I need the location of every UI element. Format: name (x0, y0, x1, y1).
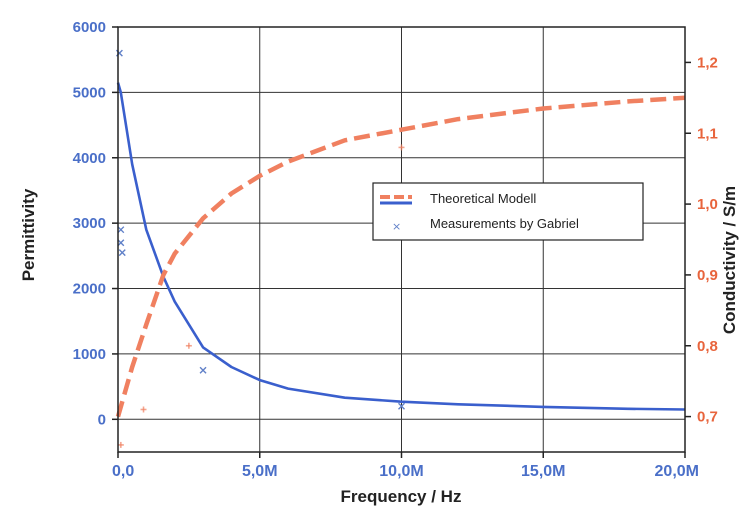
y-axis-right-title: Conductivity / S/m (720, 186, 739, 334)
marker-stroke (118, 249, 126, 257)
x-tick-label: 10,0M (379, 463, 423, 480)
y-axis-left-title: Permittivity (19, 188, 38, 281)
measurement-marker (117, 226, 125, 234)
legend-label-theoretical: Theoretical Modell (430, 191, 536, 206)
y-left-tick-label: 1000 (73, 346, 106, 363)
y-left-tick-label: 2000 (73, 281, 106, 298)
conductivity-marker (398, 144, 405, 151)
ticks: 0,0 5,0M 10,0M 15,0M 20,0M 0 1000 2000 3000 4000 5… (73, 19, 718, 480)
y-right-tick-label: 1,0 (697, 196, 718, 213)
y-left-tick-label: 6000 (73, 19, 106, 36)
conductivity-marker (140, 406, 147, 413)
marker-stroke (117, 239, 125, 247)
measurement-marker (118, 249, 126, 257)
x-tick-label: 0,0 (112, 463, 134, 480)
marker-stroke (117, 226, 125, 234)
conductivity-marker (185, 342, 192, 349)
x-tick-label: 5,0M (242, 463, 278, 480)
y-left-tick-label: 0 (98, 411, 106, 428)
x-axis-title: Frequency / Hz (341, 487, 462, 506)
y-right-tick-label: 1,2 (697, 54, 718, 71)
y-right-tick-label: 0,7 (697, 409, 718, 426)
y-left-tick-label: 5000 (73, 84, 106, 101)
legend-marker-measurements: × (392, 220, 401, 233)
y-right-tick-label: 1,1 (697, 125, 718, 142)
y-right-tick-label: 0,9 (697, 267, 718, 284)
y-left-tick-label: 4000 (73, 150, 106, 167)
measurement-marker (117, 239, 125, 247)
measurement-marker (398, 402, 405, 410)
x-tick-label: 15,0M (521, 463, 565, 480)
legend-label-measurements: Measurements by Gabriel (430, 216, 579, 231)
permittivity-line (116, 82, 686, 411)
legend: Theoretical Modell × Measurements by Gab… (372, 182, 644, 241)
conductivity-line (115, 95, 686, 418)
conductivity-marker (117, 441, 124, 448)
marker-stroke (199, 366, 207, 374)
y-right-tick-label: 0,8 (697, 338, 718, 355)
y-left-tick-label: 3000 (73, 215, 106, 232)
marker-stroke (398, 402, 405, 410)
x-tick-label: 20,0M (655, 463, 699, 480)
measurement-marker (199, 366, 207, 374)
legend-box (372, 182, 644, 241)
